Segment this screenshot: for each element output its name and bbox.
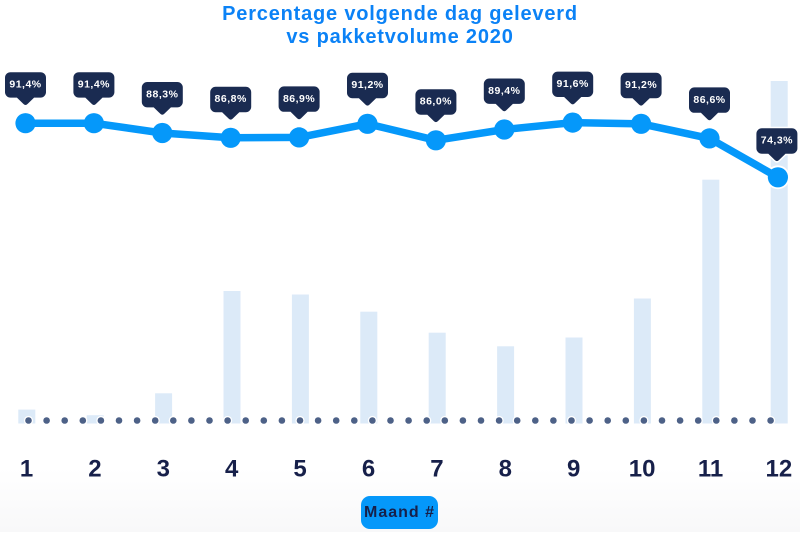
- svg-text:3: 3: [157, 456, 170, 483]
- svg-text:88,3%: 88,3%: [146, 88, 178, 100]
- svg-text:5: 5: [293, 456, 306, 483]
- svg-text:11: 11: [698, 456, 723, 483]
- svg-text:74,3%: 74,3%: [761, 135, 793, 147]
- svg-text:8: 8: [499, 456, 512, 483]
- svg-text:91,4%: 91,4%: [78, 79, 110, 91]
- svg-text:91,4%: 91,4%: [9, 79, 41, 91]
- svg-text:7: 7: [430, 456, 443, 483]
- svg-text:2: 2: [88, 456, 101, 483]
- svg-text:91,2%: 91,2%: [625, 79, 657, 91]
- svg-text:86,6%: 86,6%: [693, 94, 725, 106]
- svg-text:4: 4: [225, 456, 239, 483]
- svg-text:89,4%: 89,4%: [488, 85, 520, 97]
- svg-text:9: 9: [567, 456, 580, 483]
- svg-text:1: 1: [20, 456, 33, 483]
- svg-text:86,0%: 86,0%: [420, 96, 452, 108]
- svg-text:6: 6: [362, 456, 375, 483]
- svg-text:86,8%: 86,8%: [215, 93, 247, 105]
- svg-text:10: 10: [629, 456, 656, 483]
- svg-text:12: 12: [766, 456, 793, 483]
- svg-text:91,2%: 91,2%: [351, 79, 383, 91]
- svg-text:86,9%: 86,9%: [283, 93, 315, 105]
- svg-text:91,6%: 91,6%: [557, 78, 589, 90]
